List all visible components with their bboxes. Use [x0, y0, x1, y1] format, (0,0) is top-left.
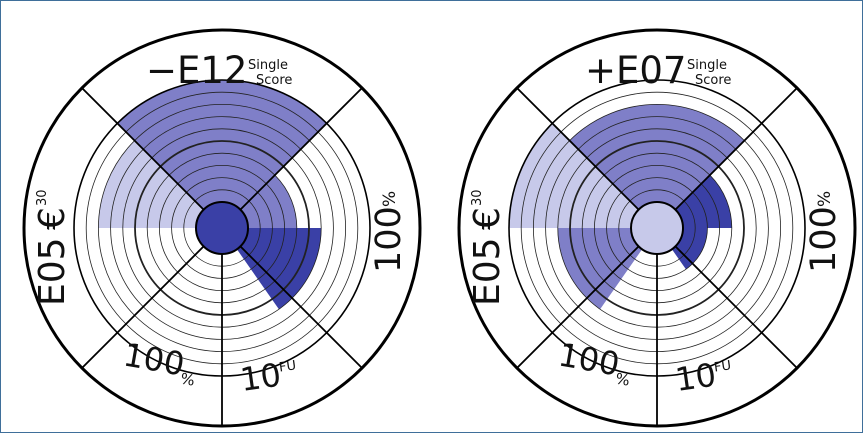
cost-superscript: 30 — [470, 189, 485, 206]
functional-unit-value: 10 — [238, 356, 284, 399]
sector-fill-right-lower — [671, 228, 708, 270]
sector-fill-right-upper — [675, 175, 732, 228]
percent-value-right: 100 — [369, 206, 409, 273]
score-diagram-positive: +E07 Single Score E05 € 30 100 % 100 % 1… — [457, 28, 857, 428]
sector-dividers — [81, 87, 363, 426]
sector-fill-left — [98, 140, 204, 228]
single-score-value: +E07 — [585, 49, 686, 92]
single-score-value: −E12 — [146, 49, 247, 92]
inner-border — [508, 79, 806, 377]
concentric-rings — [85, 91, 359, 365]
percent-label-right: 100 % — [804, 191, 844, 273]
divider-line — [239, 87, 363, 211]
percent-symbol-right: % — [815, 191, 835, 207]
cost-value: E05 — [467, 237, 508, 306]
sector-fill-right-upper — [240, 175, 297, 228]
divider-line — [239, 245, 363, 369]
functional-unit-value: 10 — [673, 356, 719, 399]
center-hub — [195, 201, 249, 255]
sector-dividers — [516, 87, 798, 426]
sector-fill-top — [117, 80, 327, 210]
functional-unit-sup: FU — [278, 358, 297, 375]
divider-line — [81, 87, 205, 211]
percent-value-right: 100 — [804, 206, 844, 273]
sector-fill-left — [509, 123, 639, 228]
euro-symbol: € — [32, 207, 73, 230]
functional-unit-label: 10 FU — [673, 356, 732, 399]
single-score-caption-2: Score — [256, 73, 292, 88]
cost-label: E05 € 30 — [467, 189, 508, 306]
divider-line — [516, 245, 640, 369]
percent-label-right: 100 % — [369, 191, 409, 273]
single-score-caption: Single — [687, 58, 727, 73]
center-hub — [630, 201, 684, 255]
outer-border — [457, 28, 857, 428]
inner-border — [73, 79, 371, 377]
cost-superscript: 30 — [35, 189, 50, 206]
euro-symbol: € — [467, 207, 508, 230]
functional-unit-sup: FU — [713, 358, 732, 375]
divider-line — [516, 87, 640, 211]
divider-line — [674, 87, 798, 211]
cost-value: E05 — [32, 237, 73, 306]
outer-border — [22, 28, 422, 428]
single-score-caption: Single — [248, 58, 288, 73]
percent-symbol-right: % — [380, 191, 400, 207]
percent-symbol-bottom: % — [179, 370, 196, 390]
functional-unit-label: 10 FU — [238, 356, 297, 399]
percent-symbol-bottom: % — [614, 370, 631, 390]
divider-line — [81, 245, 205, 369]
cost-label: E05 € 30 — [32, 189, 73, 306]
single-score-caption-2: Score — [695, 73, 731, 88]
score-diagram-negative: −E12 Single Score E05 € 30 100 % 100 % 1… — [22, 28, 422, 428]
divider-line — [674, 245, 798, 369]
